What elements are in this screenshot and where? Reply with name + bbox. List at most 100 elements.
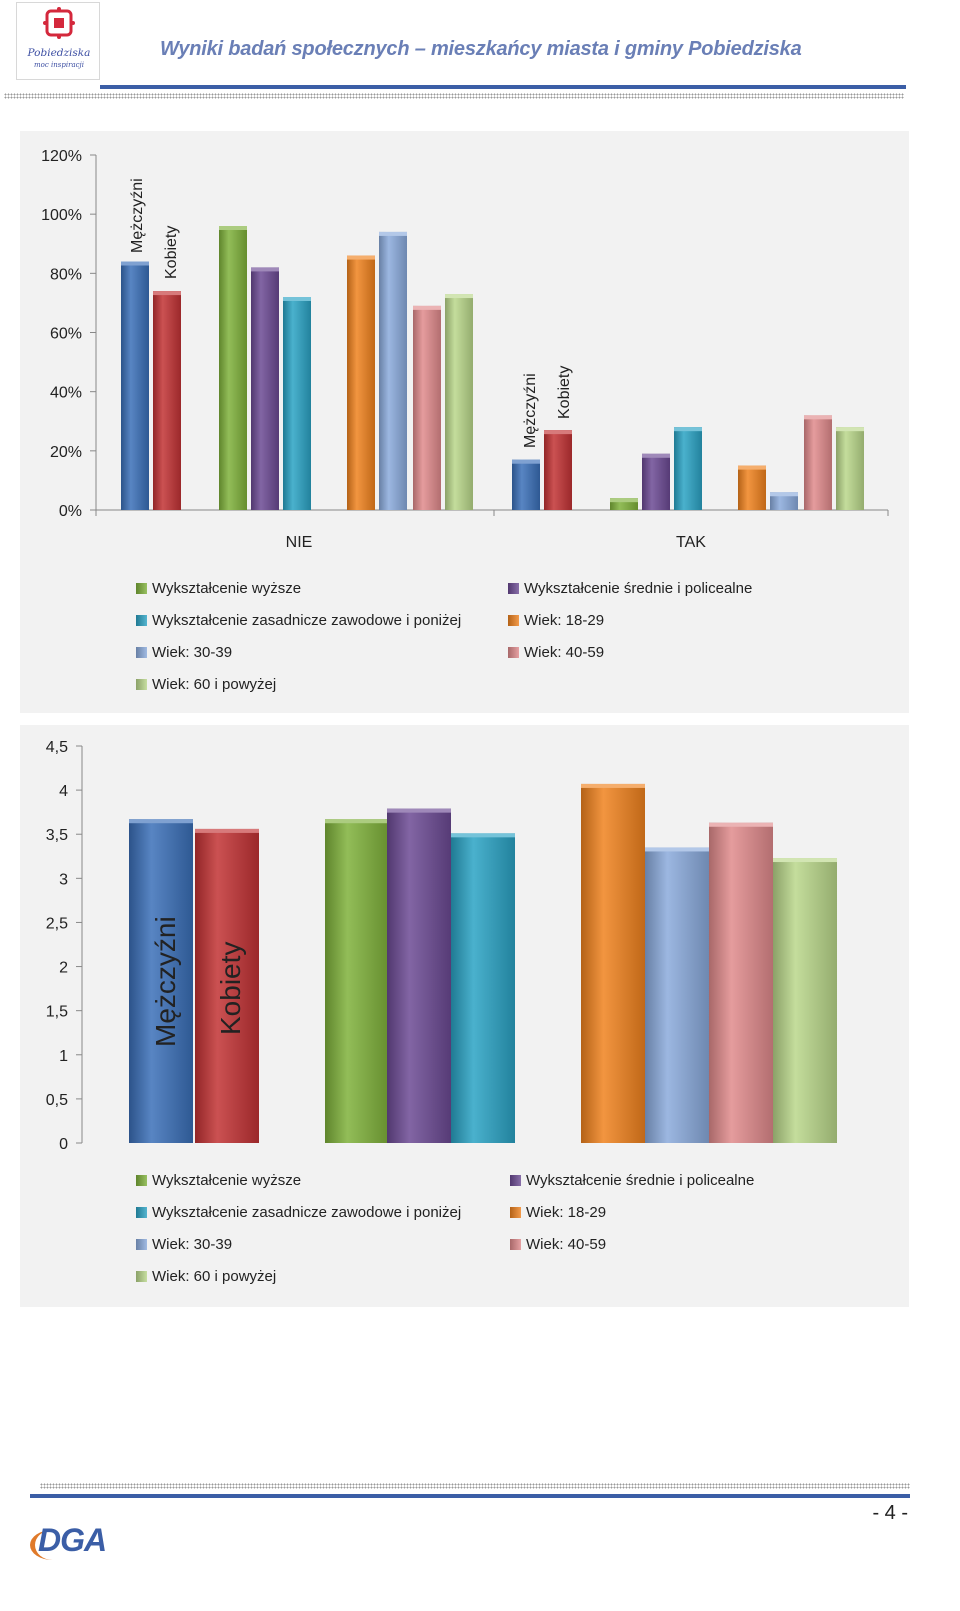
legend-label: Wykształcenie wyższe: [152, 580, 302, 597]
bar-kobiety-value: [195, 828, 259, 1143]
legend-label: Wiek: 60 i powyżej: [152, 676, 277, 693]
bar-cap: [413, 305, 441, 310]
y-tick-label: 0%: [59, 503, 82, 520]
bar-cap: [387, 808, 451, 813]
legend-label: Wiek: 18-29: [524, 612, 605, 629]
y-tick-label: 2: [59, 960, 68, 977]
y-tick-label: 80%: [50, 266, 82, 283]
y-tick-label: 40%: [50, 385, 82, 402]
y-tick-label: 3,5: [46, 827, 68, 844]
bar-cap: [738, 465, 766, 470]
document-title: Wyniki badań społecznych – mieszkańcy mi…: [160, 38, 802, 60]
legend-swatch: [136, 647, 147, 658]
x-category-label: NIE: [286, 534, 313, 551]
dga-swoosh-icon: [30, 1530, 75, 1560]
legend-item: Wiek: 18-29: [508, 612, 604, 629]
legend-label: Wykształcenie wyższe: [152, 1172, 302, 1189]
footer-dotted-divider: [40, 1483, 910, 1489]
y-tick-label: 4,5: [46, 739, 68, 756]
series-label-women: Kobiety: [163, 226, 180, 279]
header-dotted-divider: [4, 93, 904, 99]
bar-cap: [129, 819, 193, 824]
legend-swatch: [510, 1175, 521, 1186]
bar-cap: [709, 822, 773, 827]
legend-swatch: [136, 1271, 147, 1282]
bar-wiek-40-59-value: [709, 822, 773, 1143]
legend-swatch: [136, 615, 147, 626]
bar-wykształcenie-średnie-i-policealne-nie: [251, 267, 279, 510]
bar-wiek-30-39-nie: [379, 231, 407, 510]
bar-wiek-40-59-tak: [804, 415, 832, 510]
legend-label: Wiek: 40-59: [526, 1236, 607, 1253]
bar-cap: [445, 294, 473, 299]
y-tick-label: 0: [59, 1136, 68, 1153]
legend-item: Wiek: 40-59: [510, 1236, 606, 1253]
bar-cap: [283, 297, 311, 301]
legend-item: Wiek: 30-39: [136, 644, 232, 661]
y-tick-label: 2,5: [46, 915, 68, 932]
legend-item: Wiek: 18-29: [510, 1204, 606, 1221]
legend-item: Wykształcenie wyższe: [136, 580, 301, 597]
bar-cap: [121, 261, 149, 266]
legend-swatch: [510, 1207, 521, 1218]
legend-swatch: [136, 583, 147, 594]
legend-label: Wykształcenie średnie i policealne: [526, 1172, 755, 1189]
bar-cap: [219, 226, 247, 230]
bar-wiek-30-39-tak: [770, 492, 798, 510]
y-tick-label: 60%: [50, 326, 82, 343]
bar-cap: [836, 427, 864, 432]
bar-wiek-60-i-powyżej-value: [773, 858, 837, 1143]
bar-kobiety-tak: [544, 430, 572, 510]
legend-label: Wykształcenie zasadnicze zawodowe i poni…: [152, 1204, 462, 1221]
legend-item: Wykształcenie zasadnicze zawodowe i poni…: [136, 612, 461, 629]
bar-mężczyźni-nie: [121, 261, 149, 510]
legend-label: Wiek: 40-59: [524, 644, 605, 661]
bar-cap: [773, 858, 837, 863]
series-label-men: Mężczyźni: [150, 916, 181, 1047]
chart-1-svg: 0% 20% 40% 60% 80% 100% 120% NIE TAK Mężczyźni Kob…: [41, 148, 889, 551]
legend-item: Wiek: 60 i powyżej: [136, 1268, 276, 1285]
legend-swatch: [136, 1239, 147, 1250]
legend-item: Wykształcenie średnie i policealne: [510, 1172, 754, 1189]
bar-cap: [153, 291, 181, 296]
y-tick-label: 20%: [50, 444, 82, 461]
bar-mężczyźni-tak: [512, 459, 540, 510]
bar-wykształcenie-średnie-i-policealne-value: [387, 808, 451, 1143]
y-tick-label: 100%: [41, 207, 82, 224]
legend-swatch: [136, 679, 147, 690]
legend-swatch: [510, 1239, 521, 1250]
legend-swatch: [136, 1175, 147, 1186]
y-tick-label: 0,5: [46, 1092, 68, 1109]
bar-wiek-18-29-nie: [347, 255, 375, 510]
bar-cap: [512, 459, 540, 464]
series-label-men: Mężczyźni: [522, 373, 539, 448]
bar-cap: [642, 453, 670, 458]
footer-divider: [30, 1494, 910, 1498]
bar-wykształcenie-zasadnicze-zawodowe-i-poniżej-tak: [674, 427, 702, 510]
chart-panel-1: 0% 20% 40% 60% 80% 100% 120% NIE TAK Mężczyźni Kob…: [20, 131, 909, 713]
bar-cap: [610, 498, 638, 503]
dga-logo: DGA: [38, 1522, 107, 1558]
bar-cap: [770, 492, 798, 497]
legend-label: Wiek: 18-29: [526, 1204, 607, 1221]
bar-cap: [251, 267, 279, 272]
legend-swatch: [136, 1207, 147, 1218]
bar-wykształcenie-średnie-i-policealne-tak: [642, 453, 670, 510]
legend-label: Wykształcenie średnie i policealne: [524, 580, 753, 597]
series-label-women: Kobiety: [215, 942, 246, 1035]
legend-label: Wykształcenie zasadnicze zawodowe i poni…: [152, 612, 462, 629]
series-label-women: Kobiety: [556, 366, 573, 419]
bar-wiek-60-i-powyżej-tak: [836, 427, 864, 510]
legend-label: Wiek: 30-39: [152, 1236, 233, 1253]
bar-cap: [379, 231, 407, 236]
bar-wiek-18-29-value: [581, 783, 645, 1143]
bar-wykształcenie-zasadnicze-zawodowe-i-poniżej-value: [451, 833, 515, 1143]
y-tick-label: 120%: [41, 148, 82, 165]
legend-item: Wykształcenie wyższe: [136, 1172, 301, 1189]
legend-swatch: [508, 647, 519, 658]
legend-item: Wykształcenie zasadnicze zawodowe i poni…: [136, 1204, 461, 1221]
bar-wiek-40-59-nie: [413, 305, 441, 510]
bar-cap: [195, 828, 259, 833]
legend-label: Wiek: 60 i powyżej: [152, 1268, 277, 1285]
bar-cap: [325, 819, 389, 824]
